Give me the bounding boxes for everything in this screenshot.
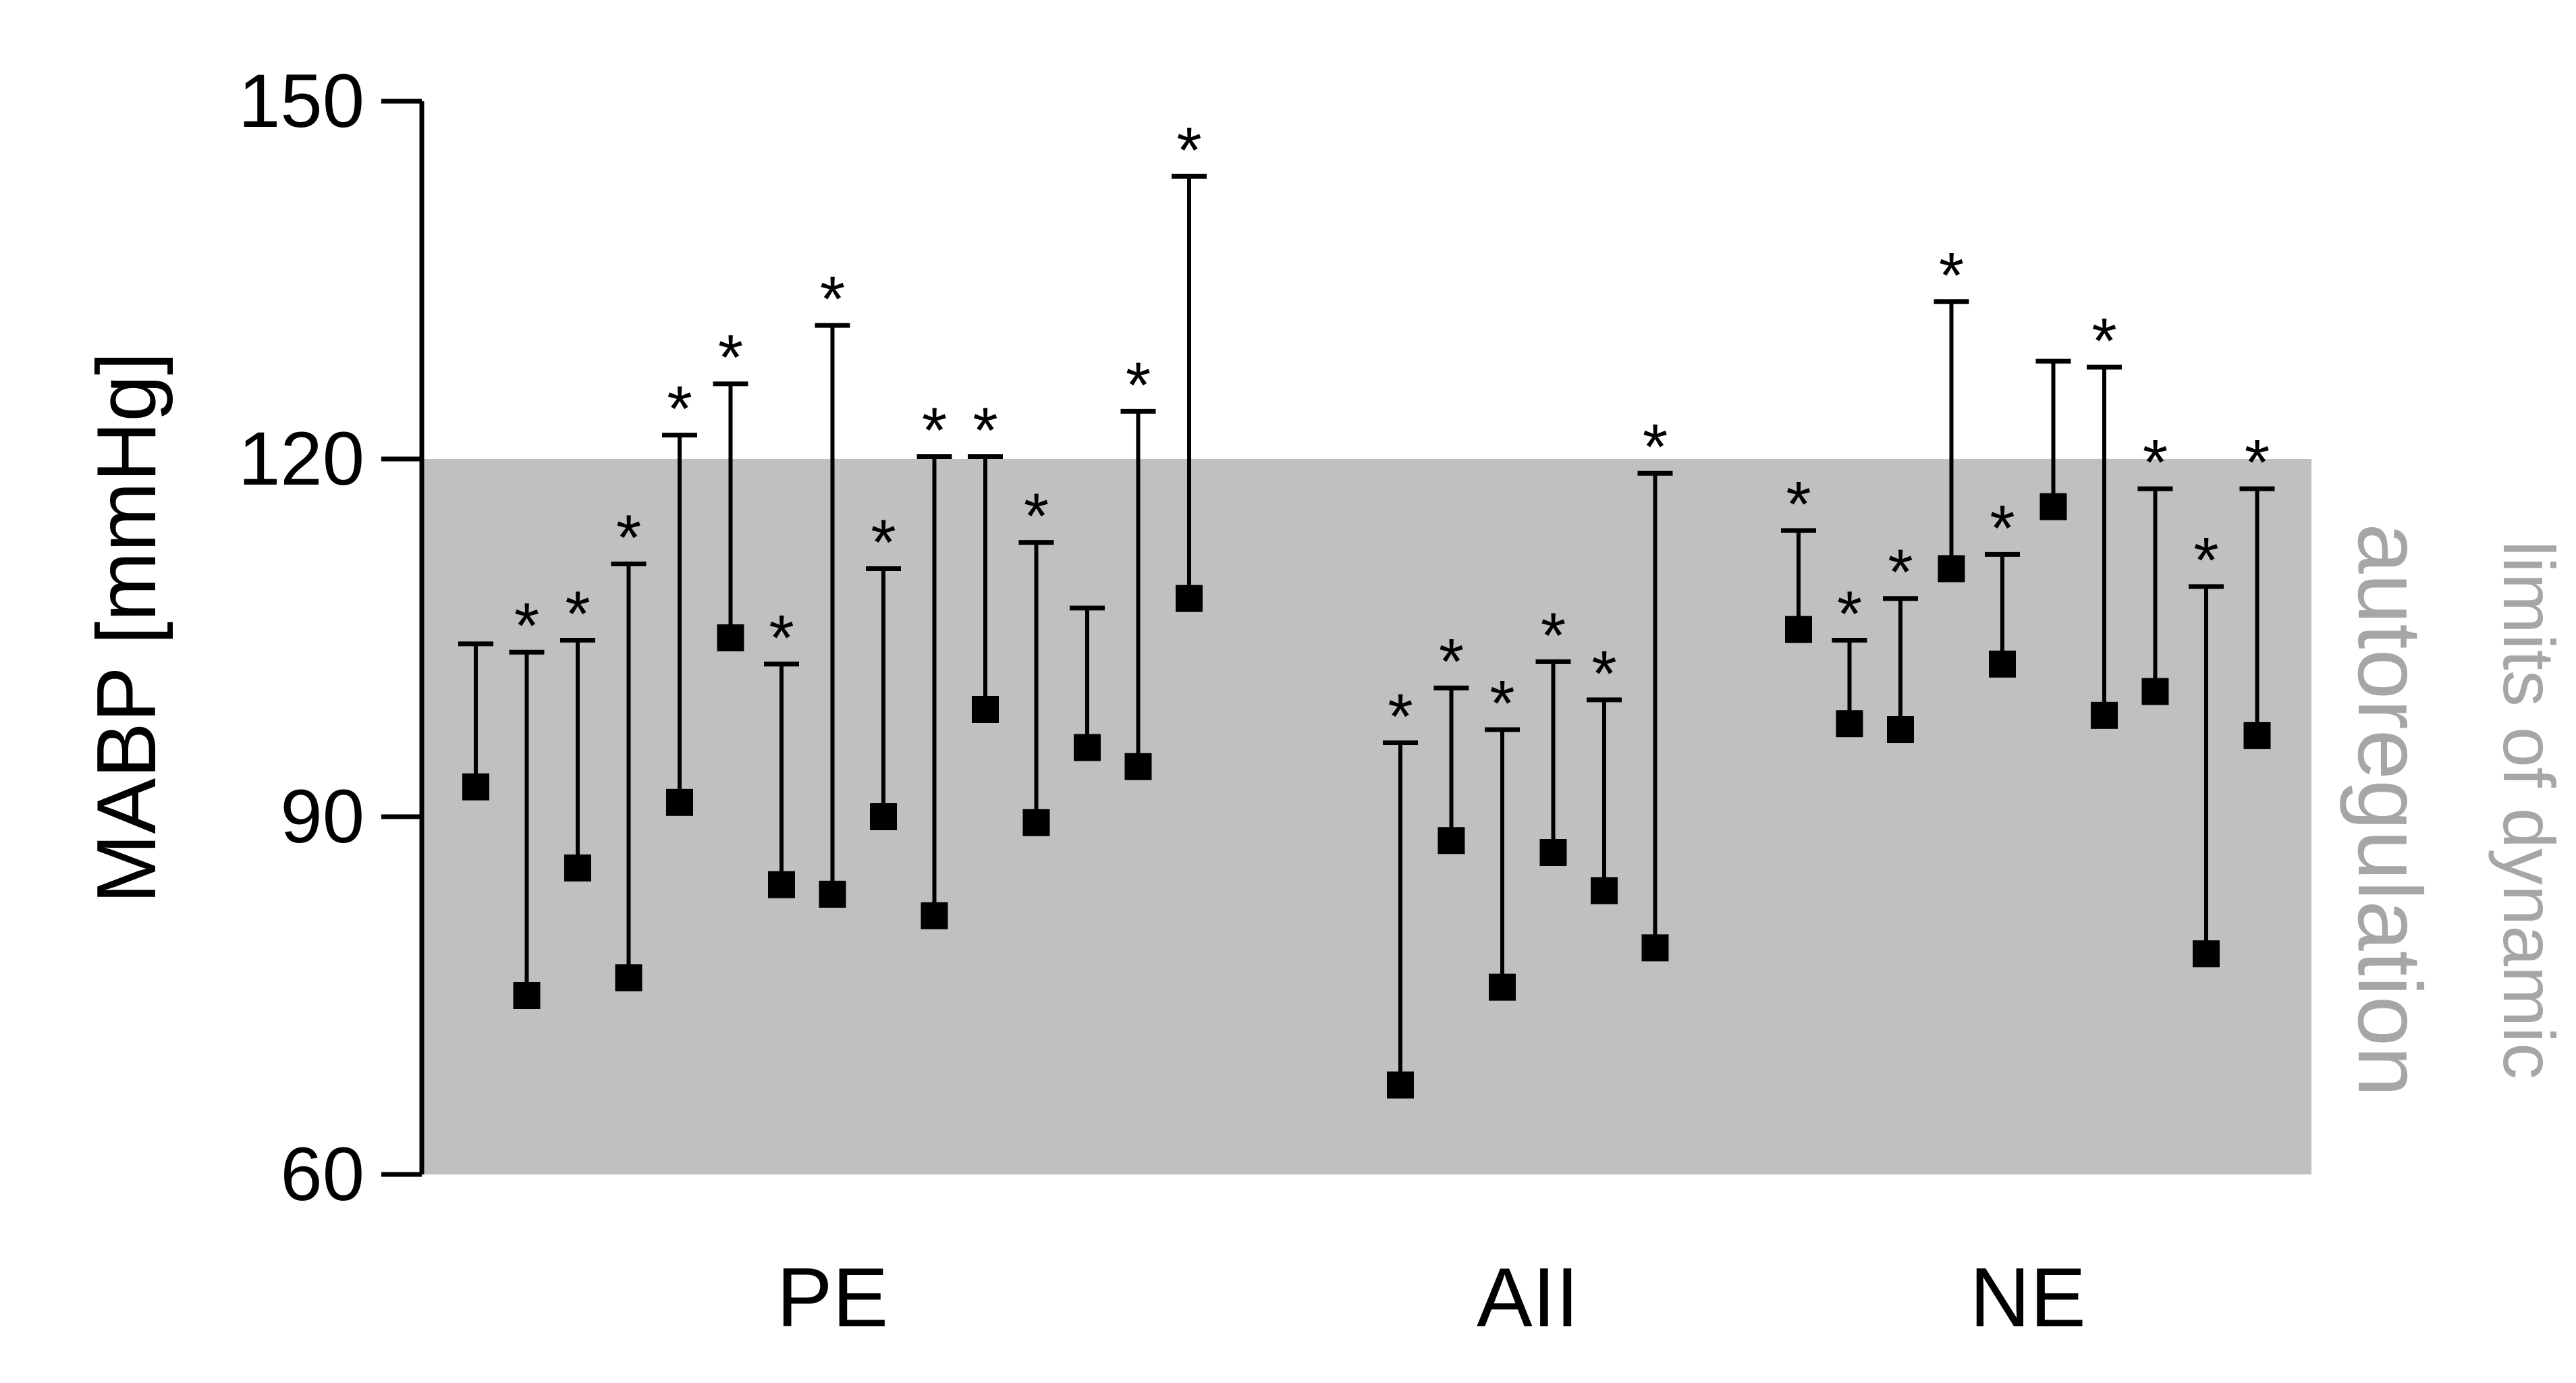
baseline-marker	[1124, 753, 1152, 780]
significance-star: *	[514, 590, 539, 662]
baseline-marker	[2243, 722, 2271, 749]
band-label-line2: autoregulation	[2339, 523, 2440, 1096]
significance-star: *	[820, 263, 845, 335]
significance-star: *	[2091, 305, 2116, 377]
baseline-marker	[564, 854, 591, 882]
baseline-marker	[768, 871, 795, 898]
baseline-marker	[666, 788, 693, 816]
group-aii: * * * * * * AII	[1383, 411, 1673, 1345]
significance-star: *	[769, 602, 794, 674]
significance-star: *	[1643, 411, 1668, 483]
baseline-marker	[819, 880, 846, 908]
baseline-marker	[1938, 555, 1965, 582]
group-pe: * * * * * * * * * * * * * PE	[458, 114, 1207, 1345]
significance-star: *	[1024, 481, 1049, 553]
baseline-marker	[1539, 839, 1567, 866]
baseline-marker	[1074, 734, 1101, 761]
significance-star: *	[1439, 626, 1464, 698]
baseline-marker	[1887, 716, 1914, 744]
group-label: PE	[777, 1251, 888, 1345]
baseline-marker	[1591, 877, 1618, 904]
significance-star: *	[1176, 114, 1201, 186]
group-label: NE	[1970, 1251, 2086, 1345]
baseline-marker	[2141, 678, 2169, 705]
baseline-marker	[1176, 585, 1203, 612]
plot-area: * * * * * * * * * * * * * PE * * * * * * AII * * * * * * * * * NE	[458, 114, 2275, 1345]
significance-star: *	[1939, 240, 1964, 312]
significance-star: *	[718, 322, 743, 394]
significance-star: *	[667, 373, 692, 445]
baseline-marker	[2091, 701, 2118, 729]
significance-star: *	[2193, 524, 2218, 597]
baseline-marker	[1489, 973, 1516, 1001]
baseline-marker	[921, 902, 948, 929]
y-axis-label: MABP [mmHg]	[80, 352, 173, 904]
y-tick-label: 90	[280, 774, 364, 859]
y-axis: 60 90 120 150	[238, 59, 424, 1216]
significance-star: *	[922, 394, 947, 466]
significance-star: *	[871, 507, 896, 579]
baseline-marker	[2039, 493, 2067, 520]
significance-star: *	[2143, 427, 2168, 499]
baseline-marker	[1387, 1071, 1414, 1099]
baseline-marker	[462, 773, 489, 801]
significance-star: *	[2245, 427, 2270, 499]
band-label-line1: limits of dynamic	[2488, 541, 2570, 1079]
baseline-marker	[513, 982, 541, 1009]
y-tick-label: 150	[238, 59, 364, 143]
significance-star: *	[1837, 578, 1862, 651]
significance-star: *	[1786, 468, 1811, 541]
baseline-marker	[1022, 809, 1050, 836]
group-ne: * * * * * * * * * NE	[1781, 240, 2275, 1345]
significance-star: *	[1990, 492, 2015, 564]
baseline-marker	[717, 624, 744, 651]
significance-star: *	[1126, 349, 1151, 421]
baseline-marker	[615, 964, 642, 992]
y-tick-label: 120	[238, 416, 364, 501]
significance-star: *	[1591, 638, 1616, 710]
significance-star: *	[1541, 599, 1566, 672]
significance-star: *	[1489, 668, 1514, 740]
y-tick-label: 60	[280, 1132, 364, 1216]
baseline-marker	[1836, 710, 1863, 738]
group-label: AII	[1477, 1251, 1579, 1345]
significance-star: *	[1388, 680, 1413, 753]
baseline-marker	[1989, 650, 2016, 678]
baseline-marker	[870, 803, 897, 830]
baseline-marker	[1785, 616, 1812, 643]
baseline-marker	[2193, 940, 2220, 968]
significance-star: *	[1888, 537, 1913, 609]
baseline-marker	[1437, 827, 1465, 855]
autoregulation-band	[422, 459, 2311, 1174]
baseline-marker	[1641, 934, 1669, 962]
significance-star: *	[616, 501, 641, 574]
significance-star: *	[972, 394, 997, 466]
baseline-marker	[972, 696, 999, 723]
significance-star: *	[565, 578, 590, 651]
